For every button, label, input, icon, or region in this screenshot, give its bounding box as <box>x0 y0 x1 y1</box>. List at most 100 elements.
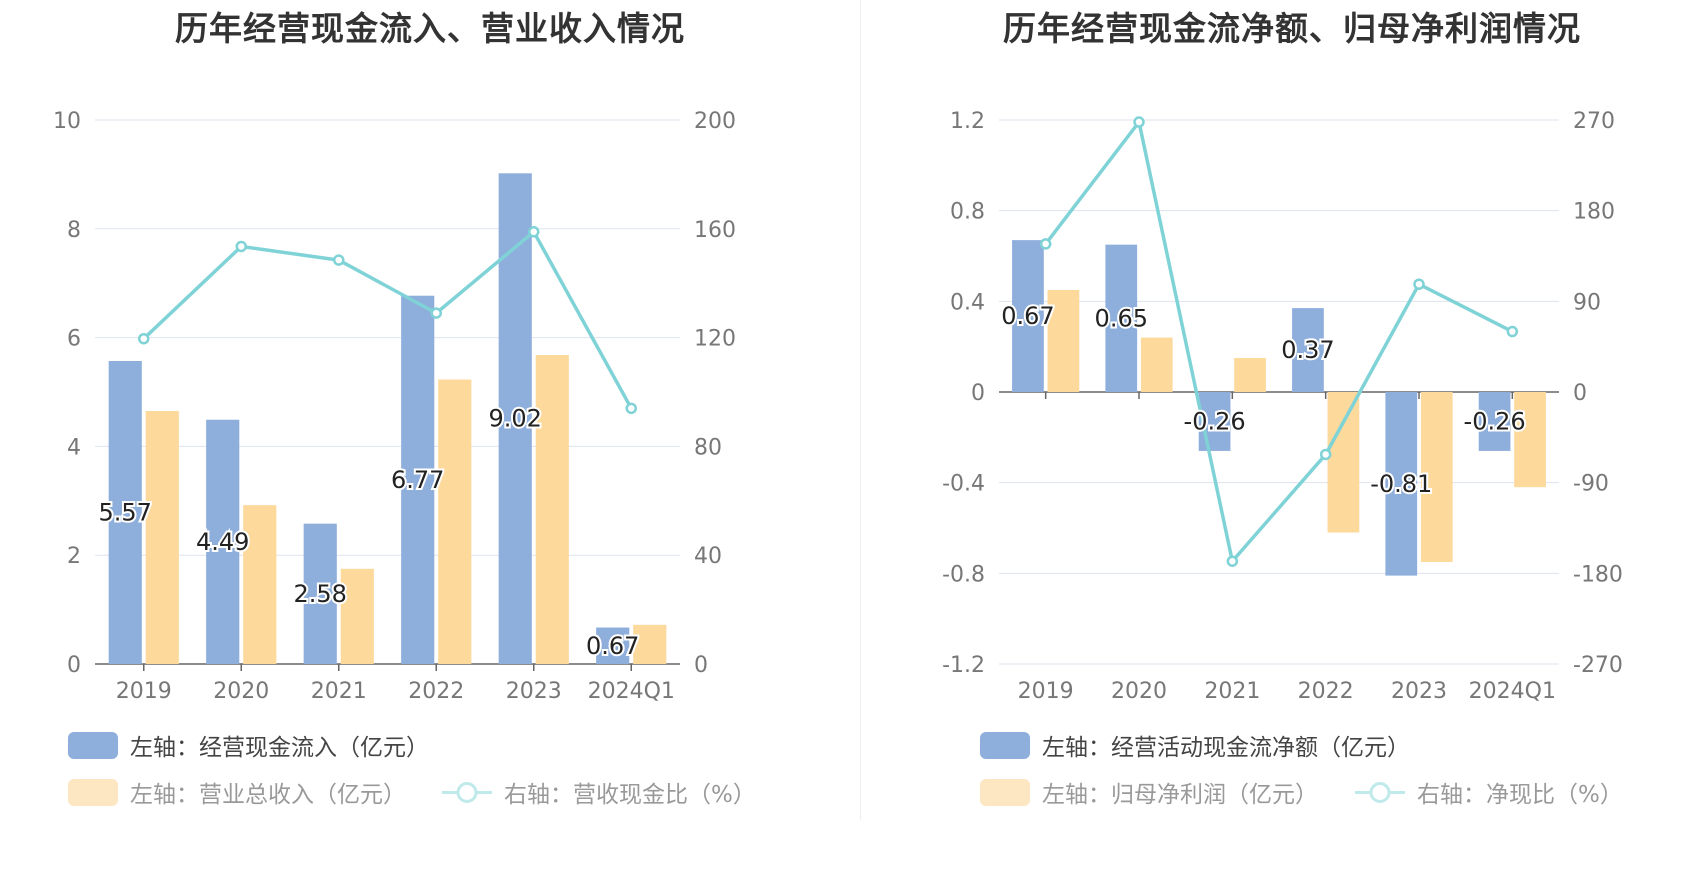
right-chart-x-tick-label: 2024Q1 <box>1469 679 1556 704</box>
right-chart-ratio-point <box>1413 278 1425 290</box>
right-chart-bar-secondary <box>1047 290 1080 392</box>
legend-label-net-profit: 左轴：归母净利润（亿元） <box>1042 782 1318 808</box>
right-chart-bar-secondary <box>1514 392 1546 488</box>
left-chart-right-tick-label: 0 <box>694 653 708 678</box>
left-chart-bar-secondary <box>340 568 374 664</box>
left-chart-left-tick-label: 6 <box>67 327 81 352</box>
right-chart-right-tick-label: 0 <box>1573 381 1587 406</box>
right-chart-x-tick-label: 2020 <box>1111 679 1167 704</box>
left-chart-bar-data-label: 5.57 <box>99 498 152 526</box>
right-chart-left-tick-label: 0.4 <box>950 290 985 315</box>
legend-label-net-cash-flow: 左轴：经营活动现金流净额（亿元） <box>1042 735 1410 761</box>
right-chart-right-tick-label: 180 <box>1573 200 1615 225</box>
left-chart-bar-primary <box>206 419 240 664</box>
right-chart-ratio-point <box>1319 448 1332 461</box>
right-chart-bar-data-label: -0.26 <box>1464 407 1526 435</box>
right-chart-plot: -1.2 -270 -0.8 -180 -0.4 -90 0 0 0.4 90 0.8 180 1.2 2… <box>942 109 1623 704</box>
left-chart-bar-secondary <box>438 379 472 664</box>
right-chart-right-tick-label: 270 <box>1573 109 1615 134</box>
left-chart-bar-primary <box>596 627 630 664</box>
left-chart-ratio-point <box>333 254 345 266</box>
right-chart-ratio-line <box>1044 117 1514 566</box>
left-chart-bar-primary <box>401 295 435 664</box>
left-chart-panel: 历年经营现金流入、营业收入情况 0 0 2 40 4 80 6 120 8 160 10 200 201… <box>53 9 756 809</box>
right-chart-ratio-point <box>1226 555 1239 567</box>
left-chart-bar-secondary <box>535 355 569 664</box>
left-chart-plot: 0 0 2 40 4 80 6 120 8 160 10 200 2019 2020 2021 2022 202… <box>53 109 736 704</box>
right-chart-ratio-point <box>1039 238 1052 250</box>
left-chart-bar-secondary <box>633 624 667 664</box>
right-chart-bar-secondary <box>1327 392 1360 533</box>
right-chart-left-tick-label: 0 <box>971 381 985 406</box>
legend-swatch-revenue <box>68 778 118 806</box>
legend-item-net-cash-ratio[interactable]: 右轴：净现比（%） <box>1355 775 1623 809</box>
left-chart-left-tick-label: 10 <box>53 109 81 134</box>
left-chart-right-tick-label: 80 <box>694 435 722 460</box>
legend-line-netratio-icon <box>1355 781 1405 803</box>
left-chart-bar-data-label: 0.67 <box>586 632 639 660</box>
left-chart-bar-primary <box>108 360 142 664</box>
legend-swatch-cash-inflow <box>68 731 118 759</box>
right-chart-right-tick-label: -270 <box>1573 653 1623 678</box>
left-chart-x-tick-label: 2023 <box>506 679 562 704</box>
left-chart-bar-data-label: 4.49 <box>196 528 249 556</box>
right-chart-right-tick-label: -180 <box>1573 562 1623 587</box>
left-chart-right-tick-label: 200 <box>694 109 736 134</box>
right-chart-left-tick-label: -1.2 <box>942 653 985 678</box>
left-chart-right-tick-label: 120 <box>694 327 736 352</box>
right-chart-x-tick-label: 2022 <box>1298 679 1354 704</box>
right-chart-bar-data-label: 0.65 <box>1095 304 1148 332</box>
left-chart-ratio-point <box>138 332 150 345</box>
right-chart-panel: 历年经营现金流净额、归母净利润情况 -1.2 -270 -0.8 -180 -0.4 -9… <box>862 0 1700 874</box>
right-chart-bar-data-label: 0.37 <box>1281 336 1334 364</box>
right-chart-bar-data-label: -0.26 <box>1184 407 1246 435</box>
legend-label-cash-inflow: 左轴：经营现金流入（亿元） <box>130 735 429 761</box>
left-chart-left-tick-label: 0 <box>67 653 81 678</box>
legend-label-revenue: 左轴：营业总收入（亿元） <box>130 782 406 808</box>
right-chart-x-tick-label: 2019 <box>1018 679 1074 704</box>
left-chart-title: 历年经营现金流入、营业收入情况 <box>175 9 685 48</box>
left-chart-bar-data-label: 9.02 <box>489 405 542 433</box>
right-chart-bar-primary <box>1385 392 1418 576</box>
left-chart-bar-secondary <box>145 411 179 664</box>
right-chart-bar-primary <box>1478 392 1511 451</box>
panel-divider <box>860 0 861 820</box>
right-chart-bar-primary <box>1292 308 1324 392</box>
legend-label-revenue-cash-ratio: 右轴：营收现金比（%） <box>504 782 756 808</box>
right-chart-bar-primary <box>1012 240 1044 392</box>
right-chart-ratio-point <box>1506 325 1519 338</box>
left-chart-bar-data-label: 2.58 <box>294 580 347 608</box>
left-chart-ratio-point <box>625 402 637 415</box>
right-chart-right-tick-label: 90 <box>1573 290 1601 315</box>
left-chart-x-tick-label: 2022 <box>408 679 464 704</box>
right-chart-bar-data-label: -0.81 <box>1370 470 1432 498</box>
left-chart-ratio-point <box>235 240 247 253</box>
right-chart-right-tick-label: -90 <box>1573 472 1609 497</box>
left-chart-bar-primary <box>303 523 337 664</box>
legend-item-revenue[interactable]: 左轴：营业总收入（亿元） <box>68 775 406 809</box>
left-chart-x-tick-label: 2019 <box>116 679 172 704</box>
legend-item-net-profit[interactable]: 左轴：归母净利润（亿元） <box>980 775 1318 809</box>
left-chart-left-tick-label: 4 <box>67 435 81 460</box>
left-chart-left-tick-label: 2 <box>67 544 81 569</box>
right-chart-title: 历年经营现金流净额、归母净利润情况 <box>1003 9 1581 48</box>
right-chart-ratio-point <box>1133 116 1145 128</box>
legend-item-revenue-cash-ratio[interactable]: 右轴：营收现金比（%） <box>442 775 756 809</box>
left-chart-bar-secondary <box>243 505 277 664</box>
left-chart-ratio-point <box>430 307 442 319</box>
right-chart-bar-data-label: 0.67 <box>1001 302 1054 330</box>
legend-item-net-cash-flow[interactable]: 左轴：经营活动现金流净额（亿元） <box>980 728 1410 762</box>
left-chart-ratio-point <box>528 226 540 238</box>
right-chart-left-tick-label: -0.8 <box>942 562 985 587</box>
left-chart-right-tick-label: 40 <box>694 544 722 569</box>
right-chart-left-tick-label: 0.8 <box>950 200 985 225</box>
legend-label-net-cash-ratio: 右轴：净现比（%） <box>1417 782 1623 808</box>
right-chart-left-tick-label: 1.2 <box>950 109 985 134</box>
right-chart-bar-secondary <box>1140 337 1173 392</box>
right-chart-x-tick-label: 2021 <box>1204 679 1260 704</box>
right-chart-x-tick-label: 2023 <box>1391 679 1447 704</box>
left-chart-x-tick-label: 2020 <box>213 679 269 704</box>
left-chart-right-tick-label: 160 <box>694 218 736 243</box>
legend-swatch-net-cash-flow <box>980 731 1030 759</box>
legend-item-cash-inflow[interactable]: 左轴：经营现金流入（亿元） <box>68 728 429 762</box>
